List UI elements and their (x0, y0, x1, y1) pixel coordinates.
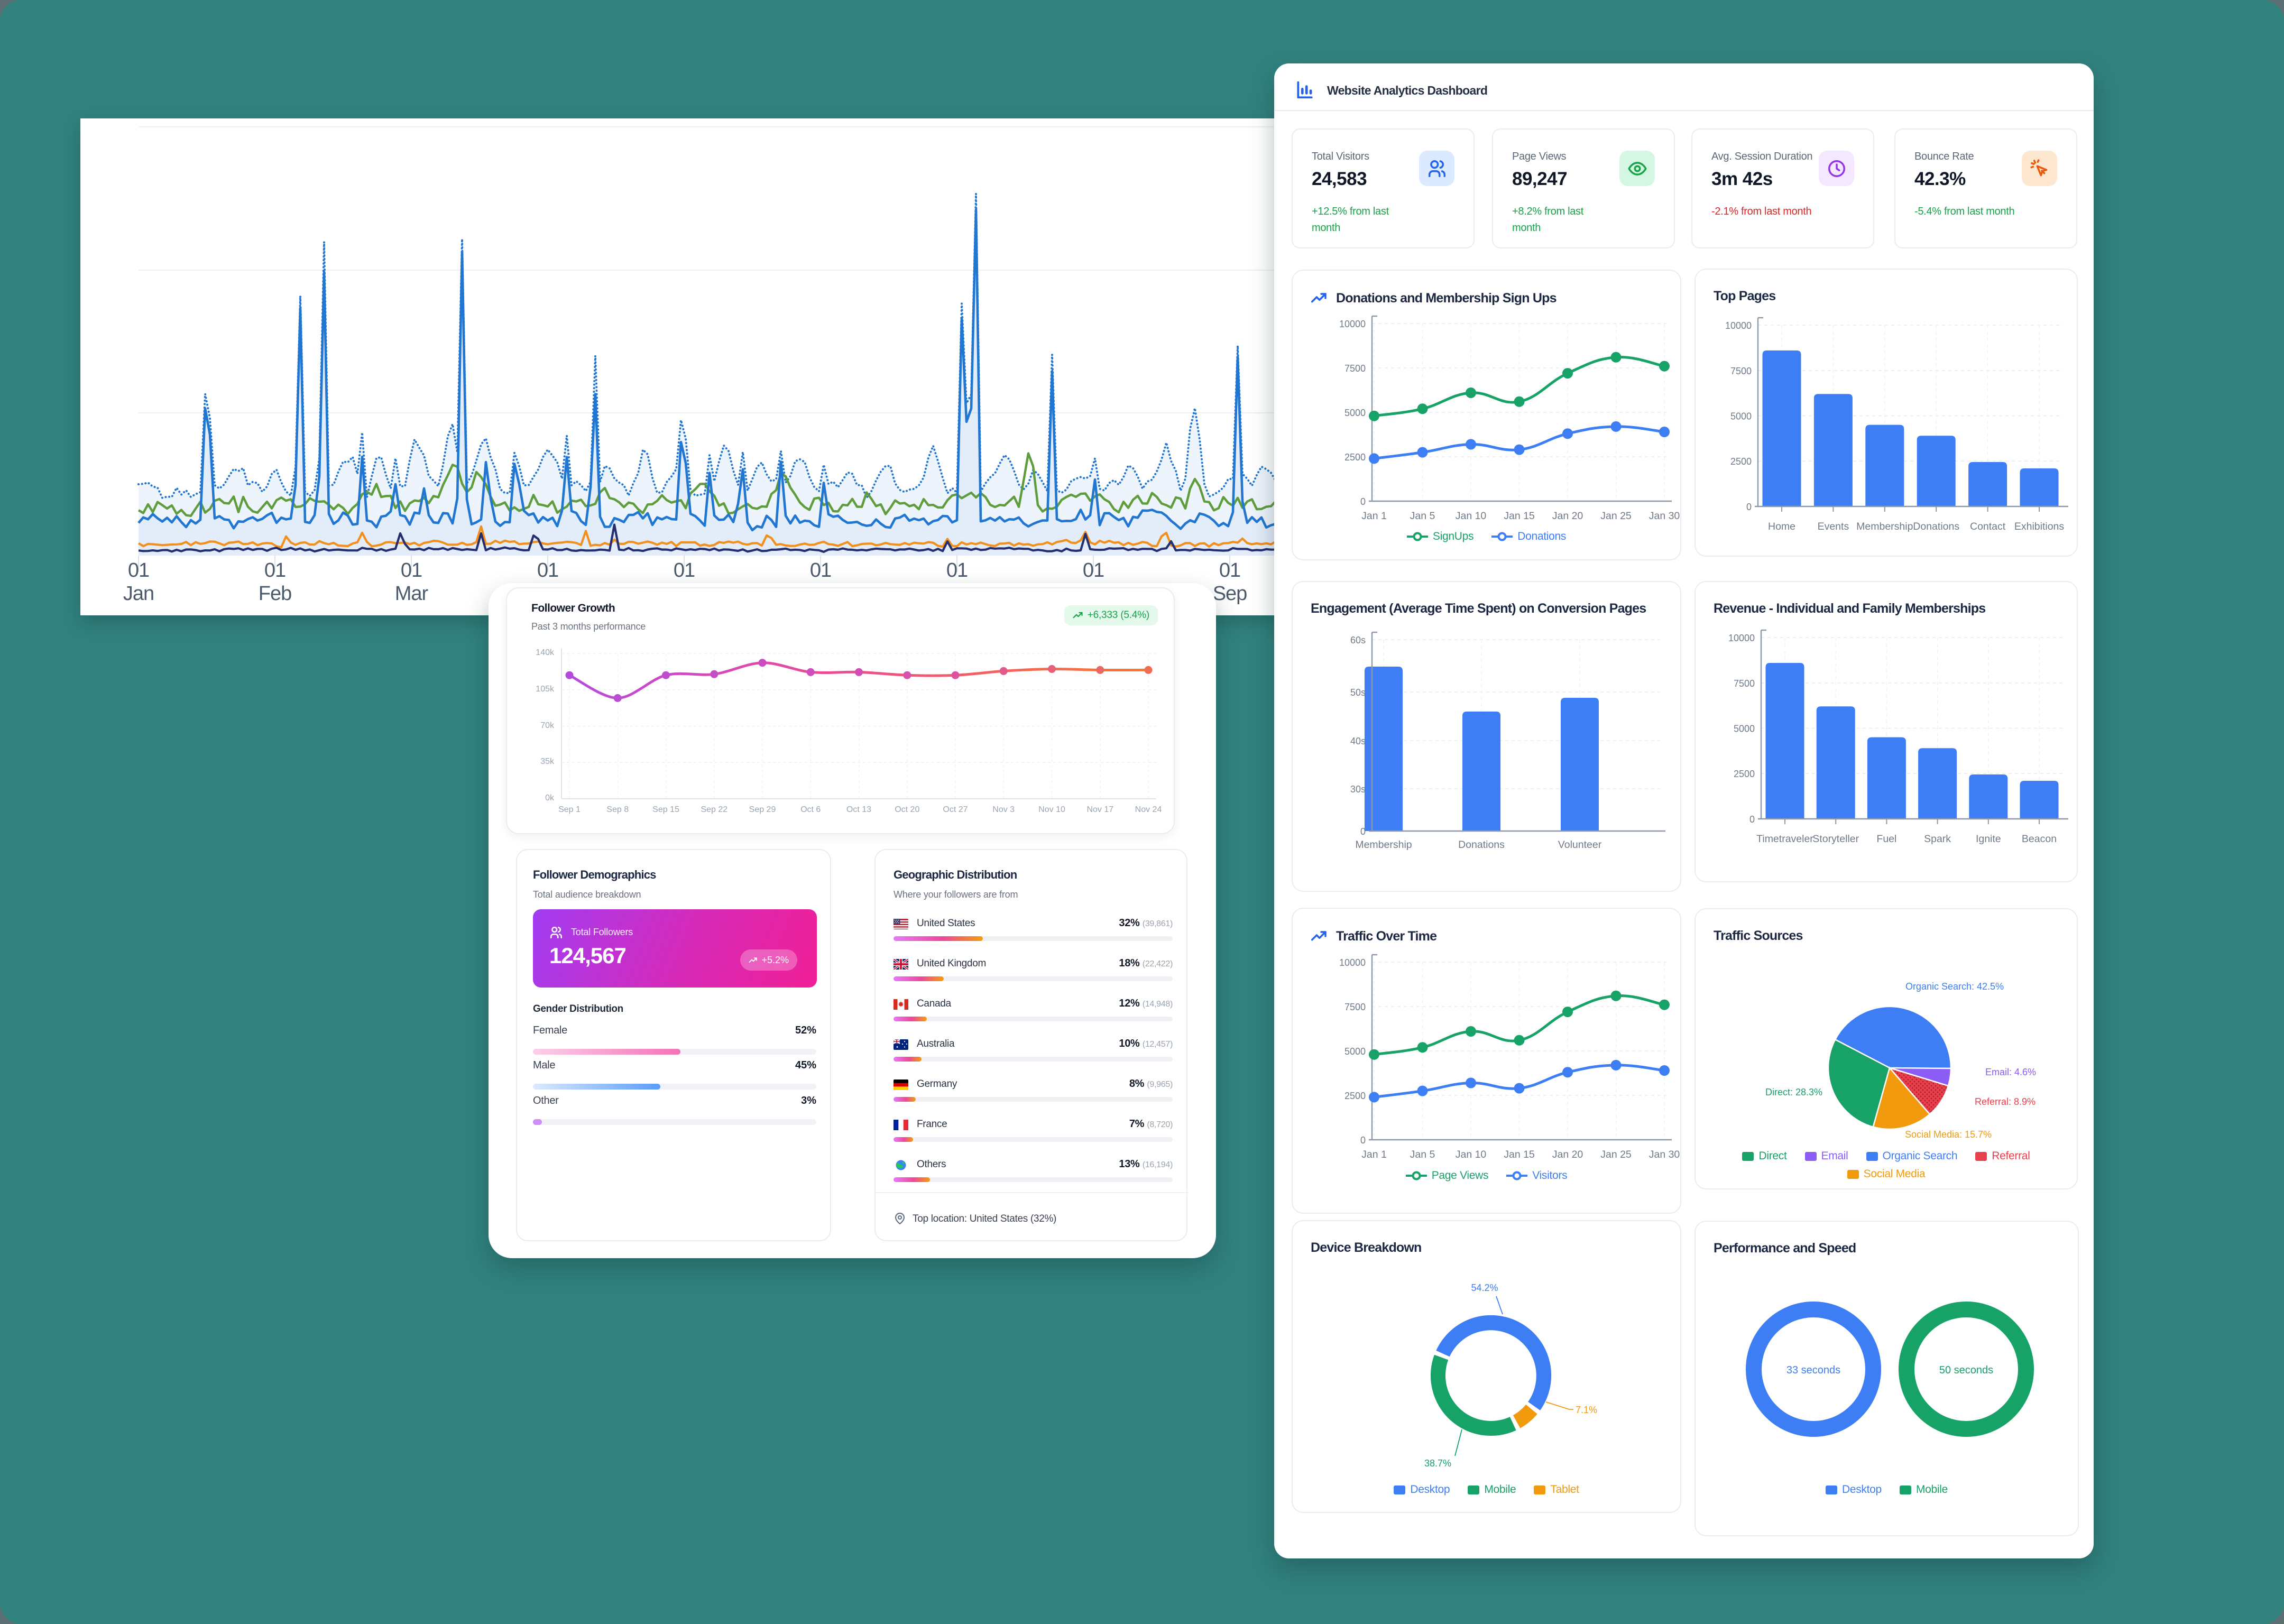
svg-text:Jan 15: Jan 15 (1504, 1149, 1535, 1159)
svg-text:Jan 15: Jan 15 (1504, 510, 1535, 520)
svg-text:Email: 4.6%: Email: 4.6% (1985, 1067, 2036, 1077)
svg-text:0: 0 (1749, 814, 1755, 825)
svg-text:Jan 5: Jan 5 (1410, 510, 1435, 520)
svg-text:Jan 25: Jan 25 (1600, 1149, 1632, 1159)
svg-text:Jan 20: Jan 20 (1552, 1149, 1583, 1159)
svg-text:Timetraveler: Timetraveler (1756, 833, 1813, 845)
svg-text:7500: 7500 (1730, 366, 1752, 376)
svg-text:Jan 5: Jan 5 (1410, 1149, 1435, 1159)
svg-text:Donations: Donations (1458, 839, 1505, 851)
svg-text:Contact: Contact (1970, 521, 2006, 532)
svg-text:10000: 10000 (1339, 957, 1366, 968)
svg-text:Jan 30: Jan 30 (1649, 510, 1680, 520)
svg-text:Beacon: Beacon (2022, 833, 2057, 845)
svg-text:Membership: Membership (1355, 839, 1412, 851)
svg-text:5000: 5000 (1344, 408, 1366, 418)
svg-text:2500: 2500 (1344, 452, 1366, 463)
svg-text:5000: 5000 (1734, 724, 1755, 734)
svg-text:Storyteller: Storyteller (1812, 833, 1859, 845)
svg-text:Membership: Membership (1856, 521, 1913, 532)
svg-text:0: 0 (1360, 1135, 1366, 1146)
svg-text:10000: 10000 (1725, 320, 1752, 331)
svg-text:7500: 7500 (1344, 1002, 1366, 1012)
svg-text:Jan 1: Jan 1 (1361, 1149, 1387, 1159)
svg-text:Referral: 8.9%: Referral: 8.9% (1975, 1096, 2036, 1107)
svg-text:7500: 7500 (1344, 363, 1366, 374)
svg-text:2500: 2500 (1344, 1091, 1366, 1101)
svg-text:5000: 5000 (1730, 411, 1752, 422)
svg-text:Ignite: Ignite (1976, 833, 2001, 845)
svg-text:50s: 50s (1350, 687, 1366, 698)
svg-text:60s: 60s (1350, 635, 1366, 645)
svg-text:30s: 30s (1350, 784, 1366, 795)
svg-text:7.1%: 7.1% (1576, 1405, 1597, 1415)
svg-text:33 seconds: 33 seconds (1786, 1364, 1840, 1376)
svg-text:0: 0 (1746, 502, 1752, 512)
svg-text:Direct: 28.3%: Direct: 28.3% (1765, 1087, 1822, 1097)
svg-text:2500: 2500 (1730, 456, 1752, 467)
svg-text:Fuel: Fuel (1876, 833, 1896, 845)
svg-text:Donations: Donations (1913, 521, 1959, 532)
svg-text:40s: 40s (1350, 736, 1366, 746)
svg-text:50 seconds: 50 seconds (1939, 1364, 1993, 1376)
svg-text:Jan 10: Jan 10 (1456, 1149, 1487, 1159)
svg-text:Jan 1: Jan 1 (1361, 510, 1387, 520)
svg-text:Exhibitions: Exhibitions (2014, 521, 2065, 532)
svg-text:Spark: Spark (1924, 833, 1951, 845)
svg-text:Organic Search: 42.5%: Organic Search: 42.5% (1905, 981, 2004, 992)
svg-text:7500: 7500 (1734, 678, 1755, 689)
svg-text:Home: Home (1768, 521, 1795, 532)
svg-text:Jan 30: Jan 30 (1649, 1149, 1680, 1159)
svg-text:Jan 25: Jan 25 (1600, 510, 1632, 520)
svg-text:Jan 10: Jan 10 (1456, 510, 1487, 520)
svg-text:Social Media: 15.7%: Social Media: 15.7% (1905, 1129, 1992, 1140)
svg-text:Events: Events (1818, 521, 1849, 532)
svg-text:Volunteer: Volunteer (1558, 839, 1602, 851)
svg-text:38.7%: 38.7% (1424, 1458, 1451, 1469)
svg-text:Jan 20: Jan 20 (1552, 510, 1583, 520)
svg-text:10000: 10000 (1339, 319, 1366, 329)
svg-text:54.2%: 54.2% (1471, 1282, 1498, 1293)
svg-text:10000: 10000 (1728, 633, 1755, 643)
svg-text:2500: 2500 (1734, 769, 1755, 779)
svg-text:5000: 5000 (1344, 1046, 1366, 1057)
svg-text:0: 0 (1360, 826, 1366, 837)
svg-text:0: 0 (1360, 496, 1366, 507)
